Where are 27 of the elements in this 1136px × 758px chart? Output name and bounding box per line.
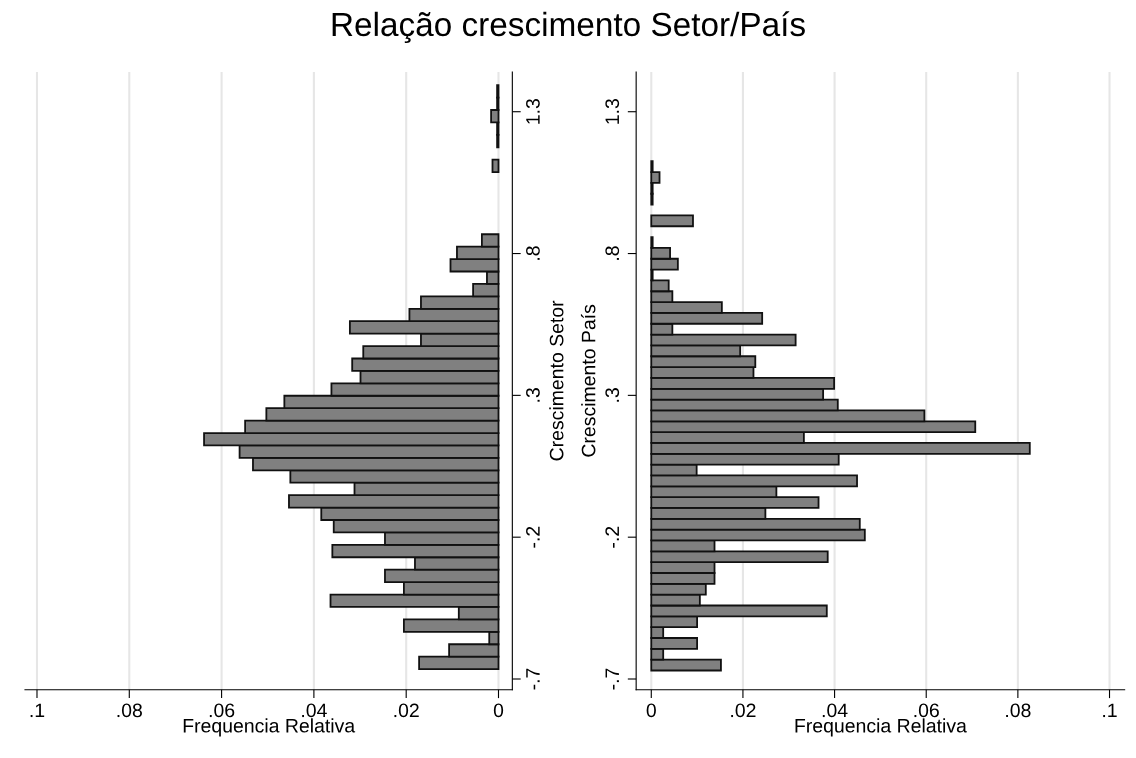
x-tick-label: .04 xyxy=(822,703,848,718)
x-tick-label: 0 xyxy=(646,703,656,718)
x-axis-title: Frequencia Relativa xyxy=(183,718,356,737)
x-tick-label: .02 xyxy=(731,703,756,718)
x-tick-label: .04 xyxy=(302,703,327,718)
y-axis-title: Crescimento Setor xyxy=(549,300,564,461)
y-tick-label: .3 xyxy=(526,388,540,402)
y-tick-label: .3 xyxy=(605,388,620,402)
y-tick-label: 1.3 xyxy=(605,99,620,124)
x-tick-label: .1 xyxy=(1103,703,1117,718)
y-tick-label: -.2 xyxy=(605,526,619,548)
y-tick-label: -.2 xyxy=(526,526,540,548)
x-tick-label: .08 xyxy=(117,703,142,718)
x-tick-label: .1 xyxy=(30,703,45,718)
y-tick-label: -.7 xyxy=(526,668,540,690)
y-tick-label: .8 xyxy=(605,246,620,260)
y-tick-label: -.7 xyxy=(605,668,619,690)
x-tick-label: .08 xyxy=(1006,703,1031,718)
y-axis-title: Crescimento País xyxy=(580,304,596,457)
y-tick-label: .8 xyxy=(526,246,540,260)
y-tick-label: 1.3 xyxy=(526,99,540,124)
chart-title: Relação crescimento Setor/País xyxy=(332,11,805,43)
x-tick-label: .06 xyxy=(209,703,235,718)
x-axis-title: Frequencia Relativa xyxy=(795,718,967,737)
x-tick-label: .02 xyxy=(394,703,419,718)
x-tick-label: 0 xyxy=(493,703,504,718)
x-tick-label: .06 xyxy=(914,703,939,718)
